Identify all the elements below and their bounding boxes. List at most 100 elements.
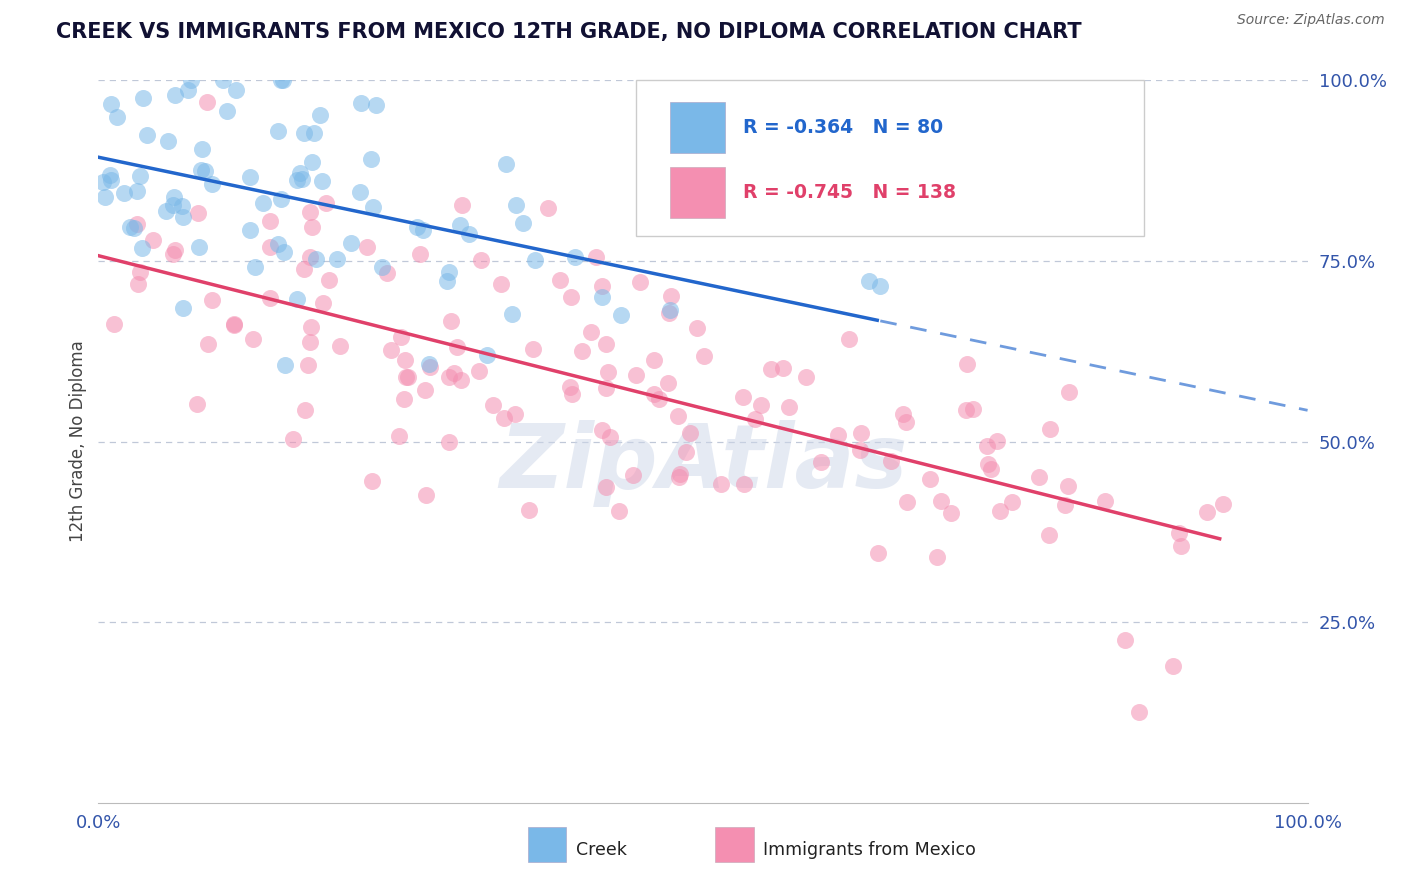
- Point: [851, 425, 873, 440]
- Point: [388, 429, 411, 443]
- Point: [1170, 539, 1192, 553]
- Bar: [527, 828, 567, 862]
- Point: [195, 95, 218, 109]
- Point: [658, 306, 681, 320]
- Point: [129, 169, 152, 183]
- Point: [1128, 706, 1150, 720]
- Point: [394, 352, 416, 367]
- Point: [191, 142, 214, 156]
- Point: [380, 343, 402, 358]
- Point: [222, 317, 245, 331]
- Point: [360, 153, 382, 167]
- Point: [744, 411, 766, 425]
- Point: [591, 278, 613, 293]
- Point: [418, 357, 440, 371]
- Point: [419, 359, 441, 374]
- Point: [406, 219, 429, 234]
- Point: [657, 376, 679, 391]
- Point: [125, 217, 148, 231]
- Point: [759, 361, 782, 376]
- Point: [172, 210, 194, 224]
- Point: [591, 290, 613, 304]
- Point: [591, 423, 613, 437]
- Point: [1038, 528, 1060, 542]
- Point: [599, 430, 621, 444]
- Point: [315, 195, 337, 210]
- Point: [392, 392, 415, 406]
- Point: [669, 467, 692, 482]
- Point: [163, 87, 186, 102]
- Point: [224, 318, 246, 333]
- Point: [188, 240, 211, 254]
- Point: [375, 266, 398, 280]
- Point: [868, 546, 890, 560]
- Point: [211, 73, 233, 87]
- Point: [141, 233, 163, 247]
- Point: [273, 359, 295, 373]
- Point: [561, 387, 583, 401]
- Point: [976, 439, 998, 453]
- Point: [939, 506, 962, 520]
- Point: [299, 250, 322, 264]
- Point: [980, 462, 1002, 476]
- Point: [163, 190, 186, 204]
- Text: Source: ZipAtlas.com: Source: ZipAtlas.com: [1237, 13, 1385, 28]
- Point: [522, 342, 544, 356]
- Point: [292, 261, 315, 276]
- Point: [896, 495, 918, 509]
- Point: [1163, 659, 1185, 673]
- Point: [165, 243, 187, 257]
- Point: [827, 428, 849, 442]
- Point: [595, 336, 617, 351]
- Point: [291, 171, 314, 186]
- Point: [558, 380, 581, 394]
- Point: [267, 236, 290, 251]
- Point: [571, 343, 593, 358]
- Point: [648, 392, 671, 406]
- Point: [585, 250, 607, 264]
- Point: [668, 470, 690, 484]
- Point: [988, 504, 1011, 518]
- Point: [409, 246, 432, 260]
- Point: [305, 252, 328, 267]
- Point: [197, 337, 219, 351]
- Point: [1054, 498, 1077, 512]
- Point: [285, 293, 308, 307]
- Point: [548, 273, 571, 287]
- Point: [710, 477, 733, 491]
- Point: [537, 201, 560, 215]
- Point: [598, 365, 620, 379]
- Point: [136, 128, 159, 142]
- Point: [155, 203, 177, 218]
- Point: [450, 373, 472, 387]
- Point: [920, 471, 942, 485]
- Point: [956, 357, 979, 371]
- FancyBboxPatch shape: [637, 80, 1144, 235]
- Bar: [671, 102, 724, 153]
- Point: [810, 455, 832, 469]
- Point: [308, 108, 330, 122]
- Point: [389, 330, 412, 344]
- Bar: [716, 828, 754, 862]
- Point: [679, 426, 702, 441]
- Point: [624, 368, 647, 383]
- Point: [122, 221, 145, 235]
- Point: [103, 317, 125, 331]
- Point: [749, 398, 772, 412]
- Point: [668, 409, 690, 424]
- Point: [503, 407, 526, 421]
- Point: [339, 235, 361, 250]
- Point: [595, 381, 617, 395]
- Text: R = -0.364   N = 80: R = -0.364 N = 80: [742, 118, 943, 136]
- Point: [468, 364, 491, 378]
- Point: [986, 434, 1008, 448]
- Point: [475, 348, 498, 362]
- Point: [449, 218, 471, 232]
- Point: [285, 173, 308, 187]
- Point: [127, 184, 149, 198]
- Point: [187, 205, 209, 219]
- Bar: [671, 167, 724, 218]
- Point: [412, 223, 434, 237]
- Point: [731, 390, 754, 404]
- Point: [127, 277, 149, 292]
